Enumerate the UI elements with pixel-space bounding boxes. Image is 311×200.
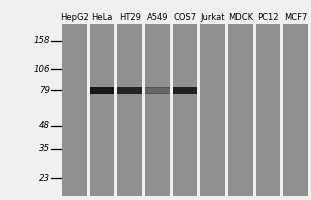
Bar <box>118 87 142 94</box>
Text: 158: 158 <box>33 36 50 45</box>
Text: 48: 48 <box>39 121 50 130</box>
Bar <box>62 24 87 196</box>
Bar <box>145 87 170 94</box>
Bar <box>145 88 170 93</box>
Bar <box>173 87 197 94</box>
Bar <box>256 24 280 196</box>
Text: 35: 35 <box>39 144 50 153</box>
Text: HepG2: HepG2 <box>60 13 89 22</box>
Bar <box>228 24 253 196</box>
Bar <box>90 24 114 196</box>
Text: COS7: COS7 <box>174 13 197 22</box>
Text: MCF7: MCF7 <box>284 13 307 22</box>
Text: 23: 23 <box>39 174 50 183</box>
Text: MDCK: MDCK <box>228 13 253 22</box>
Text: HeLa: HeLa <box>91 13 113 22</box>
Bar <box>283 24 308 196</box>
Bar <box>173 24 197 196</box>
Bar <box>118 24 142 196</box>
Text: Jurkat: Jurkat <box>200 13 225 22</box>
Bar <box>200 24 225 196</box>
Text: PC12: PC12 <box>257 13 279 22</box>
Text: 79: 79 <box>39 86 50 95</box>
Text: 106: 106 <box>33 65 50 74</box>
Text: HT29: HT29 <box>119 13 141 22</box>
Bar <box>145 24 170 196</box>
Bar <box>90 87 114 94</box>
Text: A549: A549 <box>147 13 168 22</box>
